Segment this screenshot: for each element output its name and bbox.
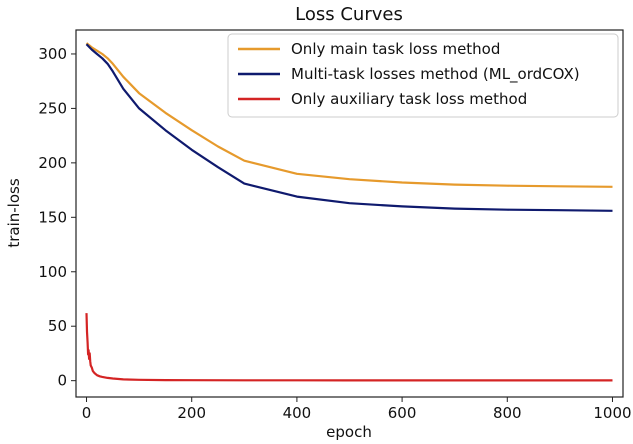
y-tick-label: 200 (38, 154, 67, 172)
x-tick-label: 600 (388, 404, 417, 422)
y-tick-label: 300 (38, 45, 67, 63)
legend-label-1: Only main task loss method (291, 40, 500, 58)
series-line-2 (85, 43, 613, 212)
y-tick-label: 50 (48, 317, 67, 335)
series-lines (85, 42, 613, 382)
y-tick-label: 100 (38, 263, 67, 281)
x-tick-label: 400 (283, 404, 312, 422)
series-line-3 (85, 313, 613, 382)
plot-area-frame (75, 29, 624, 398)
y-tick-label: 250 (38, 99, 67, 117)
x-axis: 0 200 400 600 800 1000 (82, 397, 632, 422)
x-tick-label: 800 (493, 404, 522, 422)
chart-title: Loss Curves (295, 4, 403, 25)
y-axis-title: train-loss (5, 178, 23, 247)
legend-label-2: Multi-task losses method (ML_ordCOX) (291, 65, 580, 84)
x-tick-label: 1000 (593, 404, 631, 422)
x-tick-label: 0 (82, 404, 92, 422)
legend-frame (227, 33, 619, 118)
y-tick-label: 0 (57, 372, 67, 390)
legend: Only main task loss method Multi-task los… (227, 33, 619, 118)
legend-label-3: Only auxiliary task loss method (291, 90, 527, 108)
x-axis-title: epoch (326, 423, 372, 441)
y-axis: 0 50 100 150 200 250 300 (38, 45, 76, 390)
y-tick-label: 150 (38, 208, 67, 226)
x-tick-label: 200 (177, 404, 206, 422)
series-line-1 (85, 42, 613, 188)
